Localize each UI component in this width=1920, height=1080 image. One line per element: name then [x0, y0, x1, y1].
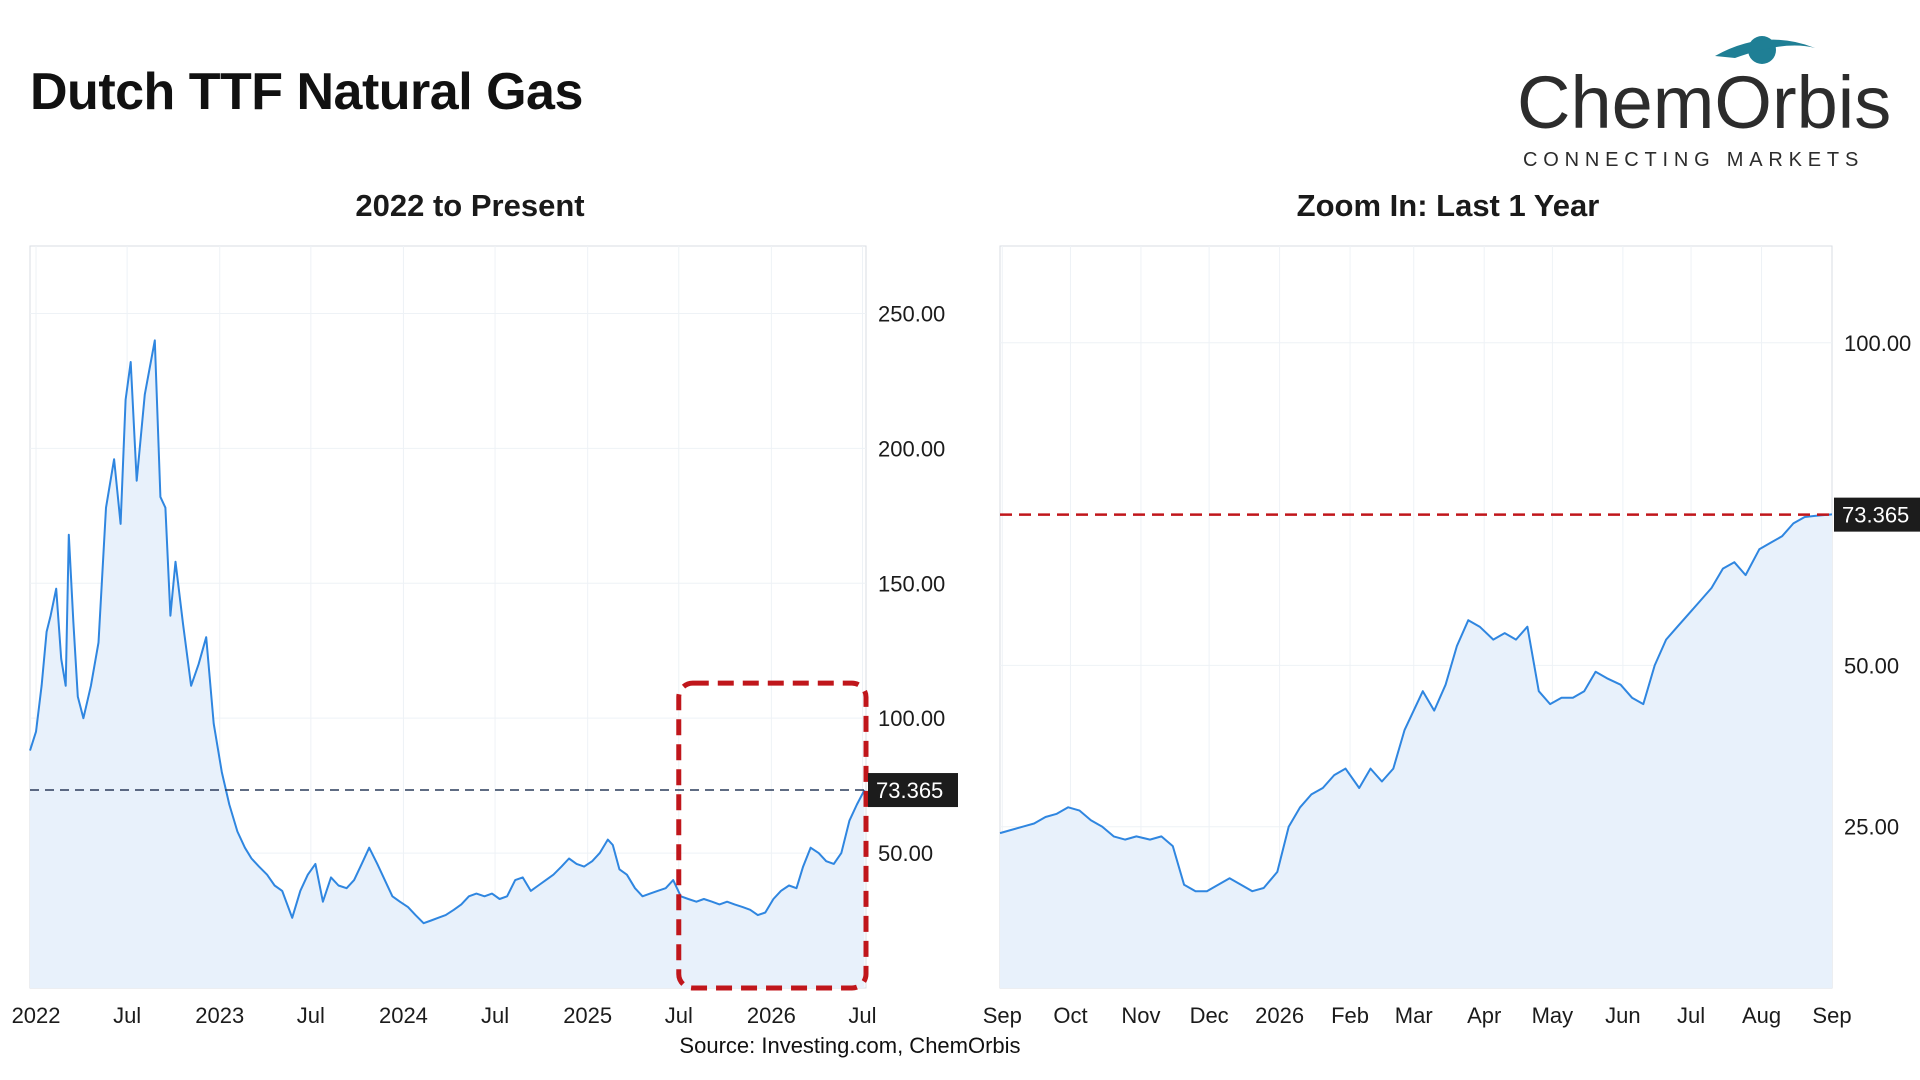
x-tick-label: Feb	[1331, 1003, 1369, 1028]
price-tag-label: 73.365	[1842, 503, 1909, 528]
x-tick-label: Dec	[1190, 1003, 1229, 1028]
x-tick-label: Jun	[1605, 1003, 1640, 1028]
x-tick-label: 2026	[1255, 1003, 1304, 1028]
series-line	[999, 513, 1833, 893]
x-tick-label: Jul	[1677, 1003, 1705, 1028]
series-line	[29, 339, 866, 925]
y-tick-label: 200.00	[878, 436, 945, 461]
y-tick-label: 25.00	[1844, 815, 1899, 840]
x-tick-label: Aug	[1742, 1003, 1781, 1028]
x-tick-label: Mar	[1395, 1003, 1433, 1028]
price-tag	[868, 773, 958, 808]
x-tick-label: 2023	[195, 1003, 244, 1028]
x-tick-label: Jul	[481, 1003, 509, 1028]
chemorbis-logo: ChemOrbis CONNECTING MARKETS	[1515, 28, 1905, 178]
y-tick-label: 100.00	[878, 706, 945, 731]
x-tick-label: 2026	[747, 1003, 796, 1028]
chart-right: 100.00 50.00 25.00 73.365 Sep Oct Nov Dec 2026 Fe…	[983, 245, 1920, 1028]
y-tick-label: 100.00	[1844, 331, 1911, 356]
y-tick-label: 50.00	[878, 841, 933, 866]
x-tick-label: Oct	[1053, 1003, 1087, 1028]
x-tick-label: Jul	[848, 1003, 876, 1028]
logo-tagline: CONNECTING MARKETS	[1523, 149, 1864, 171]
series-area	[1000, 514, 1832, 988]
x-tick-label: 2024	[379, 1003, 428, 1028]
logo-wordmark: ChemOrbis	[1517, 61, 1891, 144]
x-tick-label: 2025	[563, 1003, 612, 1028]
price-tag	[1834, 497, 1920, 532]
x-tick-label: Jul	[297, 1003, 325, 1028]
chemorbis-logo-mark: ChemOrbis CONNECTING MARKETS	[1517, 36, 1891, 171]
chart-title-left: 2022 to Present	[355, 188, 585, 223]
highlight-box	[676, 680, 869, 991]
x-tick-label: Sep	[983, 1003, 1022, 1028]
x-tick-label: Jul	[113, 1003, 141, 1028]
x-tick-label: Sep	[1812, 1003, 1851, 1028]
x-tick-label: Nov	[1121, 1003, 1160, 1028]
x-tick-label: Jul	[665, 1003, 693, 1028]
logo-swoosh-icon	[1715, 39, 1815, 58]
y-tick-label: 50.00	[1844, 653, 1899, 678]
x-tick-label: Apr	[1467, 1003, 1501, 1028]
y-tick-label: 150.00	[878, 571, 945, 596]
source-note: Source: Investing.com, ChemOrbis	[679, 1033, 1021, 1058]
chart-title-right: Zoom In: Last 1 Year	[1296, 188, 1600, 223]
chart-left: 250.00 200.00 150.00 100.00 50.00 73.365 2022 J…	[12, 245, 958, 1028]
y-tick-label: 250.00	[878, 301, 945, 326]
x-tick-label: 2022	[12, 1003, 61, 1028]
page-title: Dutch TTF Natural Gas	[30, 63, 583, 121]
price-tag-label: 73.365	[876, 778, 943, 803]
x-tick-label: May	[1532, 1003, 1574, 1028]
series-area	[30, 340, 865, 988]
